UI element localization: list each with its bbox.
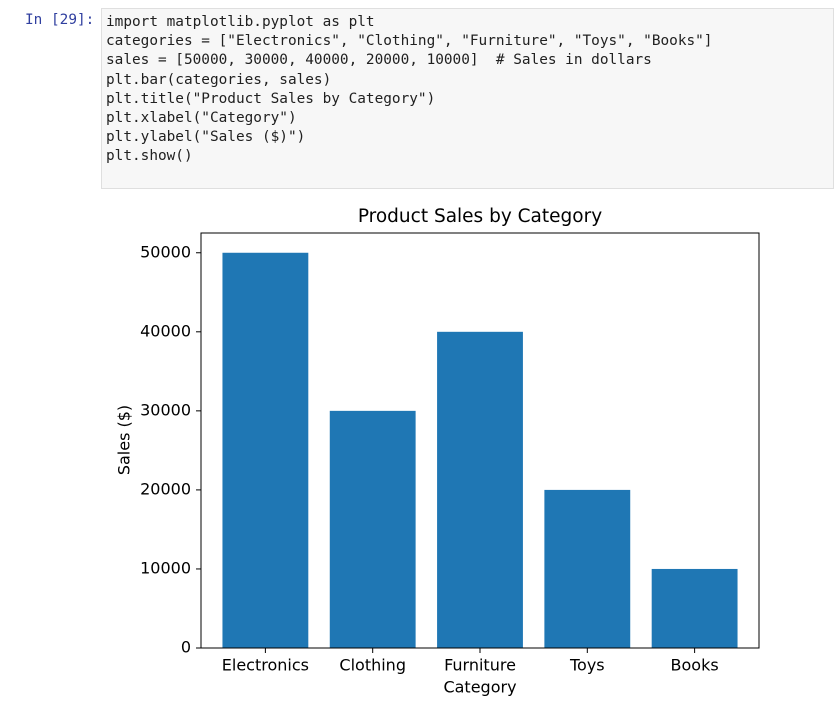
y-tick-label: 30000: [140, 400, 191, 419]
code-line: plt.bar(categories, sales): [106, 71, 332, 88]
y-tick-label: 40000: [140, 321, 191, 340]
code-line: plt.show(): [106, 148, 193, 165]
code-cell[interactable]: import matplotlib.pyplot as plt categorie…: [101, 8, 834, 189]
code-line: sales = [50000, 30000, 40000, 20000, 100…: [106, 52, 652, 69]
code-line: categories = ["Electronics", "Clothing",…: [106, 33, 713, 50]
bar: [437, 331, 523, 648]
x-tick-label: Furniture: [444, 656, 516, 675]
x-tick-label: Clothing: [339, 656, 406, 675]
plot-frame: [200, 232, 760, 649]
code-line: plt.xlabel("Category"): [106, 110, 297, 127]
cell-prompt: In [29]:: [25, 12, 95, 28]
x-tick-label: Books: [671, 656, 719, 675]
bar: [544, 489, 631, 648]
y-tick-label: 50000: [140, 242, 191, 261]
code-line: plt.title("Product Sales by Category"): [106, 90, 436, 107]
code-line: plt.ylabel("Sales ($)"): [106, 129, 306, 146]
y-tick-label: 10000: [140, 558, 191, 577]
x-tick-label: Toys: [569, 656, 605, 675]
y-tick-label: 20000: [140, 479, 191, 498]
chart-title: Product Sales by Category: [358, 206, 602, 227]
bar: [651, 568, 738, 648]
x-tick-label: Electronics: [222, 656, 309, 675]
x-axis-label: Category: [443, 678, 516, 697]
y-tick-label: 0: [181, 638, 191, 657]
bar: [222, 252, 309, 648]
bar: [329, 410, 416, 648]
code-line: import matplotlib.pyplot as plt: [106, 14, 375, 30]
y-axis-label: Sales ($): [115, 405, 134, 475]
